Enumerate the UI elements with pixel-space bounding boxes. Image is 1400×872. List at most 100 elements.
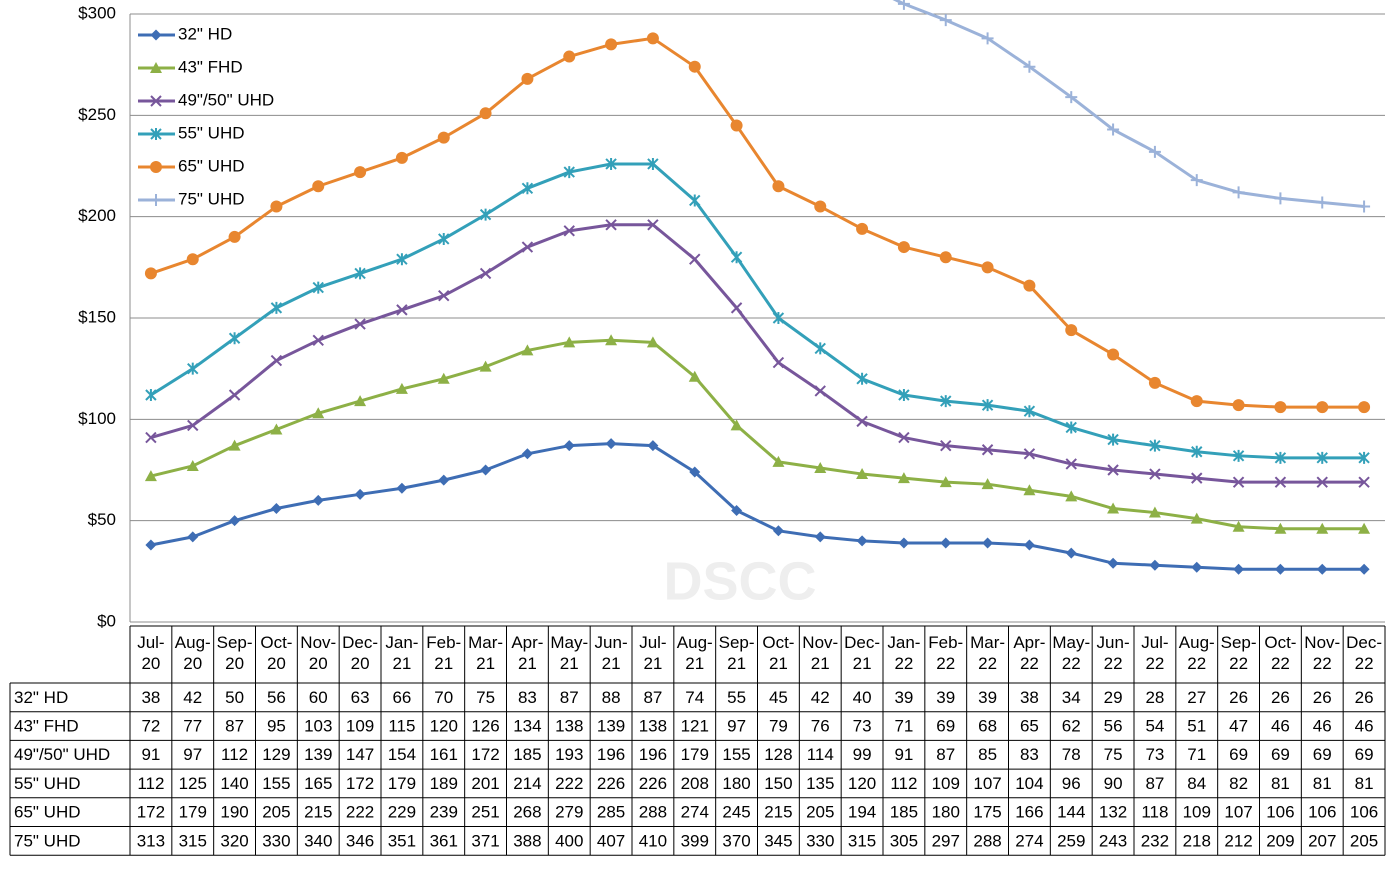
data-point: [228, 389, 241, 401]
table-cell: 42: [183, 688, 202, 707]
data-point: [145, 539, 157, 551]
table-cell: 215: [764, 803, 792, 822]
data-point: [981, 444, 994, 456]
legend-marker: [150, 95, 162, 107]
table-cell: 63: [351, 688, 370, 707]
y-tick-label: $100: [78, 409, 116, 428]
table-cell: 399: [681, 831, 709, 850]
table-cell: 68: [978, 717, 997, 736]
data-point: [1191, 445, 1203, 458]
table-cell: 39: [978, 688, 997, 707]
table-cell: 179: [388, 774, 416, 793]
data-point: [395, 382, 408, 394]
table-cell: 115: [388, 717, 415, 736]
data-point: [479, 208, 492, 221]
data-point: [312, 494, 324, 506]
data-point: [1274, 522, 1287, 534]
table-cell: 351: [388, 831, 416, 850]
data-point: [1232, 476, 1245, 488]
data-point: [689, 466, 701, 478]
data-point: [898, 537, 910, 549]
table-cell: 85: [978, 745, 997, 764]
plot-area: [144, 0, 1371, 575]
table-cell: 106: [1266, 803, 1294, 822]
data-point: [1065, 324, 1078, 337]
table-cell: 196: [597, 745, 625, 764]
table-cell: 87: [560, 688, 579, 707]
table-cell: 56: [267, 688, 286, 707]
table-cell: 251: [471, 803, 499, 822]
data-point: [563, 336, 576, 348]
data-point: [1107, 433, 1119, 446]
table-cell: 155: [262, 774, 290, 793]
table-cell: 205: [1350, 831, 1378, 850]
data-point: [1023, 60, 1036, 73]
legend-label: 65" UHD: [178, 156, 245, 175]
table-cell: 274: [681, 803, 709, 822]
data-point: [772, 455, 785, 467]
table-cell: 91: [894, 745, 913, 764]
table-cell: 232: [1141, 831, 1169, 850]
table-cell: 54: [1145, 717, 1164, 736]
table-cell: 313: [137, 831, 165, 850]
table-cell: 154: [388, 745, 416, 764]
data-point: [772, 525, 784, 537]
table-cell: 407: [597, 831, 625, 850]
table-cell: 207: [1308, 831, 1336, 850]
table-cell: 172: [137, 803, 165, 822]
x-tick-label: Sep-20: [217, 633, 253, 673]
table-cell: 165: [304, 774, 332, 793]
table-cell: 38: [1020, 688, 1039, 707]
y-tick-label: $0: [97, 611, 116, 630]
data-point: [730, 419, 743, 431]
table-cell: 79: [769, 717, 788, 736]
data-point: [186, 459, 199, 471]
data-point: [689, 253, 701, 265]
table-cell: 26: [1313, 688, 1332, 707]
table-cell: 179: [681, 745, 709, 764]
table-cell: 112: [890, 774, 917, 793]
data-point: [437, 131, 450, 144]
data-point: [981, 261, 994, 274]
data-point: [563, 225, 575, 237]
data-point: [1065, 91, 1078, 104]
data-point: [646, 32, 659, 45]
table-cell: 139: [597, 717, 625, 736]
x-tick-label: Nov-22: [1304, 633, 1340, 673]
table-cell: 274: [1015, 831, 1043, 850]
legend-label: 75" UHD: [178, 189, 245, 208]
data-point: [1274, 476, 1287, 488]
table-cell: 285: [597, 803, 625, 822]
data-point: [479, 360, 492, 372]
table-cell: 75: [1104, 745, 1123, 764]
series-line: [892, 0, 1365, 209]
legend-marker: [150, 29, 162, 41]
table-cell: 205: [806, 803, 834, 822]
y-tick-label: $250: [78, 105, 116, 124]
data-point: [1149, 468, 1161, 480]
table-cell: 288: [639, 803, 667, 822]
data-point: [312, 180, 325, 193]
table-cell: 42: [811, 688, 830, 707]
table-cell: 180: [932, 803, 960, 822]
data-point: [1232, 449, 1245, 462]
legend-marker: [150, 128, 162, 140]
series-line: [150, 36, 1365, 409]
table-cell: 71: [894, 717, 913, 736]
table-cell: 196: [639, 745, 667, 764]
series-line: [150, 338, 1365, 531]
table-cell: 81: [1313, 774, 1332, 793]
table-cell: 208: [681, 774, 709, 793]
data-point: [814, 531, 826, 543]
table-cell: 190: [220, 803, 248, 822]
data-point: [982, 537, 994, 549]
data-point: [396, 482, 408, 494]
x-tick-label: Jul-22: [1141, 633, 1168, 673]
table-cell: 139: [304, 745, 332, 764]
table-cell: 28: [1145, 688, 1164, 707]
data-point: [1148, 506, 1161, 518]
table-cell: 138: [555, 717, 583, 736]
legend-label: 32" HD: [178, 24, 232, 43]
data-point: [1191, 561, 1203, 573]
table-cell: 222: [346, 803, 374, 822]
